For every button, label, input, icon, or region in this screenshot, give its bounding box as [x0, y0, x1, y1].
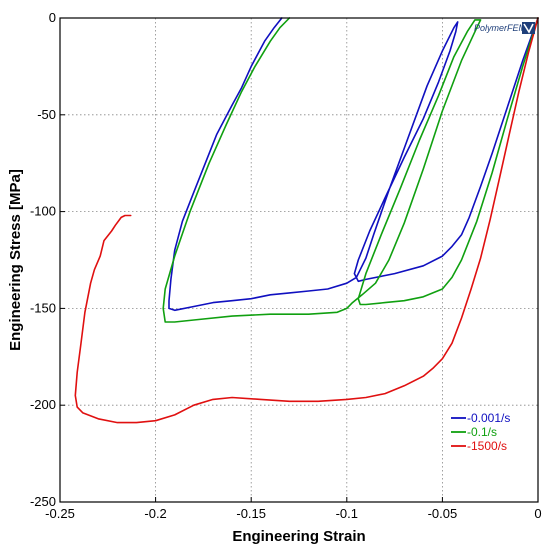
y-tick-label: -150 — [30, 300, 56, 315]
plot-frame — [59, 17, 539, 503]
x-tick-label: -0.25 — [45, 506, 75, 521]
y-tick-label: 0 — [49, 10, 56, 25]
y-tick-label: -100 — [30, 204, 56, 219]
x-axis-label: Engineering Strain — [232, 528, 365, 545]
logo: PolymerFEM — [474, 22, 535, 34]
x-tick-label: -0.15 — [236, 506, 266, 521]
legend: -0.001/s-0.1/s-1500/s — [451, 411, 510, 453]
x-tick-label: -0.1 — [336, 506, 358, 521]
legend-label: -0.1/s — [467, 425, 497, 439]
y-axis-label: Engineering Stress [MPa] — [7, 169, 24, 351]
tick-labels: -0.25 -0.2 -0.15 -0.1 -0.05 0 0 -50 -100 -150 -200… — [30, 10, 542, 521]
series-lines — [74, 17, 539, 424]
x-tick-label: -0.2 — [144, 506, 166, 521]
y-tick-label: -50 — [37, 107, 56, 122]
series-line-3 — [74, 17, 539, 424]
y-tick-label: -250 — [30, 494, 56, 509]
legend-label: -0.001/s — [467, 411, 510, 425]
grid — [60, 18, 538, 502]
logo-text: PolymerFEM — [474, 23, 527, 33]
series-line-2 — [162, 17, 539, 323]
logo-mark-icon — [522, 22, 535, 34]
x-tick-label: 0 — [534, 506, 541, 521]
series-line-1 — [168, 17, 539, 312]
legend-label: -1500/s — [467, 439, 507, 453]
x-tick-label: -0.05 — [428, 506, 458, 521]
y-tick-label: -200 — [30, 397, 56, 412]
